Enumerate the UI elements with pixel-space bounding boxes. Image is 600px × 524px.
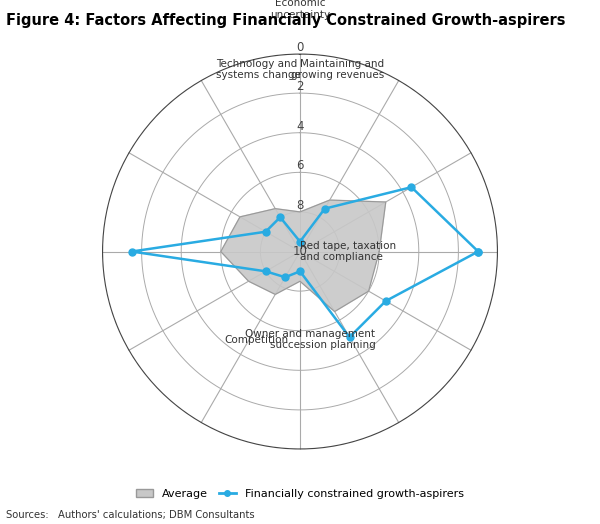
Text: 8: 8 <box>296 199 304 212</box>
Text: Figure 4: Factors Affecting Financially Constrained Growth-aspirers: Figure 4: Factors Affecting Financially … <box>6 13 566 28</box>
Polygon shape <box>221 200 386 312</box>
Text: 4: 4 <box>296 119 304 133</box>
Text: Sources:   Authors' calculations; DBM Consultants: Sources: Authors' calculations; DBM Cons… <box>6 510 254 520</box>
Text: Competition: Competition <box>224 334 289 345</box>
Text: 0: 0 <box>296 40 304 53</box>
Text: 2: 2 <box>296 80 304 93</box>
Text: Red tape, taxation
and compliance: Red tape, taxation and compliance <box>300 241 396 263</box>
Text: 6: 6 <box>296 159 304 172</box>
Text: Economic
uncertainty: Economic uncertainty <box>270 0 330 20</box>
Text: Owner and management
succession planning: Owner and management succession planning <box>245 329 376 351</box>
Text: Maintaining and
growing revenues: Maintaining and growing revenues <box>291 59 384 80</box>
Legend: Average, Financially constrained growth-aspirers: Average, Financially constrained growth-… <box>132 485 468 504</box>
Text: Technology and
systems change: Technology and systems change <box>216 59 301 80</box>
Text: 10: 10 <box>293 245 307 258</box>
